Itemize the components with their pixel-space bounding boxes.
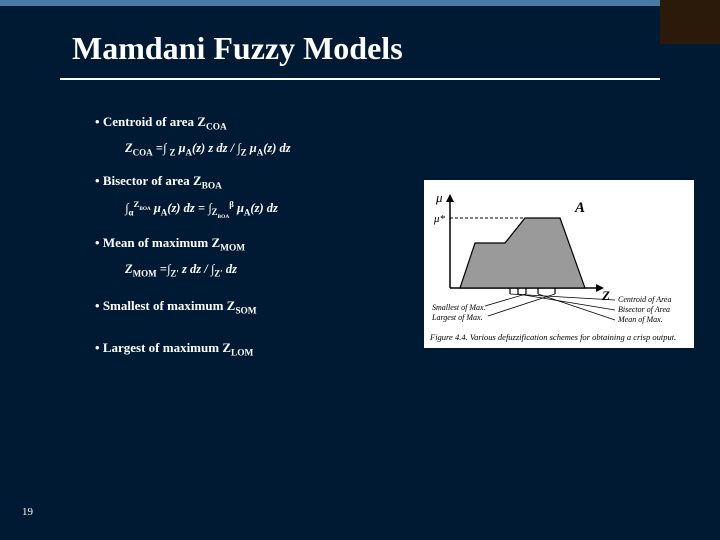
region-label: A <box>574 200 585 216</box>
f-part: ZBOA <box>133 199 150 209</box>
f-part: dz <box>223 262 237 276</box>
f-part: (z) z dz / ∫ <box>192 141 241 155</box>
bullet-text: Bisector of area Z <box>103 173 202 188</box>
f-part: μ <box>247 141 257 155</box>
bullet-lom: Largest of maximum ZLOM <box>95 340 415 360</box>
f-part: (z) dz <box>263 141 290 155</box>
svg-text:μ: μ <box>435 190 443 205</box>
bullet-text: Smallest of maximum Z <box>103 298 236 313</box>
page-title: Mamdani Fuzzy Models <box>72 30 403 67</box>
accent-bar <box>0 0 720 6</box>
f-part: ZBOA <box>212 207 230 217</box>
svg-text:Bisector of Area: Bisector of Area <box>618 305 670 314</box>
svg-text:Z: Z <box>601 288 610 303</box>
f-part: (z) dz = ∫ <box>167 201 211 215</box>
figure-defuzzification: A μ μ* Z Smallest of Max. Largest of Max… <box>424 180 694 348</box>
f-part: Z <box>125 262 133 276</box>
f-part: μ <box>151 201 161 215</box>
f-part: (z) dz <box>250 201 277 215</box>
bullet-sub: LOM <box>231 348 253 358</box>
figure-svg: A μ μ* Z Smallest of Max. Largest of Max… <box>430 188 688 328</box>
bullet-text: Largest of maximum Z <box>103 340 231 355</box>
bullet-sub: SOM <box>235 307 256 317</box>
svg-text:Mean of Max.: Mean of Max. <box>617 315 663 324</box>
bullet-som: Smallest of maximum ZSOM <box>95 298 415 318</box>
f-part: μ <box>234 201 244 215</box>
f-part: =∫ <box>157 262 171 276</box>
f-part: MOM <box>133 268 157 278</box>
bullet-centroid: Centroid of area ZCOA <box>95 114 415 134</box>
title-underline <box>60 78 660 80</box>
f-part: BOA <box>139 205 150 211</box>
svg-text:Largest of Max.: Largest of Max. <box>431 313 483 322</box>
formula-mom: ZMOM =∫Z′ z dz / ∫Z′ dz <box>125 261 415 280</box>
bullet-sub: MOM <box>220 244 245 254</box>
bullet-text: Centroid of area Z <box>103 114 206 129</box>
f-part: μ <box>175 141 185 155</box>
f-part: COA <box>133 147 153 157</box>
figure-caption: Figure 4.4. Various defuzzification sche… <box>430 332 688 342</box>
formula-boa: ∫αZBOA μA(z) dz = ∫ZBOAβ μA(z) dz <box>125 199 415 221</box>
bullet-bisector: Bisector of area ZBOA <box>95 173 415 193</box>
corner-block <box>660 0 720 44</box>
f-part: z dz / ∫ <box>179 262 214 276</box>
bullet-mom: Mean of maximum ZMOM <box>95 235 415 255</box>
bullet-sub: BOA <box>202 182 222 192</box>
f-part: Z′ <box>170 268 179 278</box>
content-area: Centroid of area ZCOA ZCOA =∫ Z μA(z) z … <box>95 100 415 364</box>
bullet-sub: COA <box>206 123 227 133</box>
bullet-text: Mean of maximum Z <box>103 235 220 250</box>
formula-coa: ZCOA =∫ Z μA(z) z dz / ∫Z μA(z) dz <box>125 140 415 159</box>
f-part: =∫ <box>153 141 170 155</box>
f-part: BOA <box>218 214 230 220</box>
svg-text:Centroid of Area: Centroid of Area <box>618 295 671 304</box>
f-part: Z′ <box>214 268 223 278</box>
svg-text:Smallest of Max.: Smallest of Max. <box>432 303 486 312</box>
page-number: 19 <box>22 506 33 518</box>
f-part: Z <box>125 141 133 155</box>
svg-text:μ*: μ* <box>433 213 446 225</box>
